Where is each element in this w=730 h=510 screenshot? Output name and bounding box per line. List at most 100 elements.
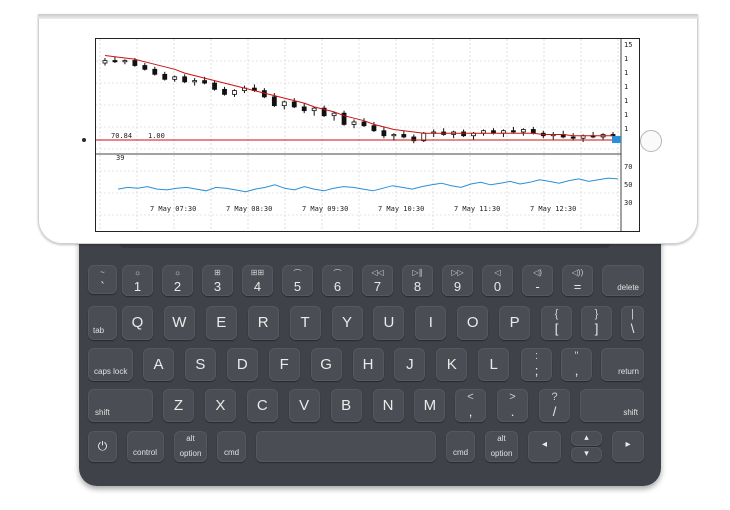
right-axis-label: 30 <box>624 199 632 207</box>
arrow-down-icon: ▾ <box>584 448 589 458</box>
key-q[interactable]: Q <box>122 306 153 340</box>
key-double-quote: " <box>574 350 579 362</box>
key-4[interactable]: ⊞⊞ 4 <box>242 265 273 296</box>
key-v[interactable]: V <box>288 389 320 422</box>
key-cmd-left[interactable]: cmd <box>217 431 246 462</box>
key-l[interactable]: L <box>478 348 510 381</box>
key-i[interactable]: I <box>415 306 447 340</box>
price-chart[interactable]: 70.84 1.00 39 15 1 1 1 1 1 1 70 50 30 7 May 07:30… <box>96 39 639 231</box>
key-bracket-open[interactable]: { [ <box>541 306 572 340</box>
key-0-main: 0 <box>493 279 502 294</box>
launchpad-icon: ⊞⊞ <box>250 268 265 277</box>
key-j[interactable]: J <box>394 348 426 381</box>
key-power[interactable]: ⏻ <box>88 431 117 462</box>
key-9[interactable]: ▷▷ 9 <box>442 265 473 296</box>
key-quote[interactable]: " , <box>561 348 592 381</box>
key-arrow-down[interactable]: ▾ <box>571 447 602 462</box>
key-d[interactable]: D <box>226 348 258 381</box>
key-x[interactable]: X <box>204 389 236 422</box>
key-greater-than: > <box>509 391 516 403</box>
keyboard-light-down-icon: ⌒ <box>293 269 302 278</box>
key-g[interactable]: G <box>310 348 342 381</box>
key-return[interactable]: return <box>601 348 644 381</box>
key-backtick-main: ` <box>100 279 105 294</box>
key-semicolon[interactable]: : ; <box>521 348 552 381</box>
key-b[interactable]: B <box>330 389 362 422</box>
key-space[interactable] <box>256 431 436 462</box>
x-axis-label: 7 May 07:30 <box>150 205 196 213</box>
key-h[interactable]: H <box>352 348 384 381</box>
key-shift-right[interactable]: shift <box>580 389 644 422</box>
key-tab[interactable]: tab <box>88 306 117 340</box>
key-option-right[interactable]: alt option <box>485 431 518 462</box>
key-f-label: F <box>279 355 289 373</box>
key-comma[interactable]: < , <box>455 389 486 422</box>
key-7[interactable]: ◁◁ 7 <box>362 265 393 296</box>
key-z[interactable]: Z <box>163 389 194 422</box>
key-backtick[interactable]: ~ ` <box>88 265 117 294</box>
chart-grid <box>96 39 621 231</box>
key-minus-main: - <box>535 279 540 294</box>
key-a[interactable]: A <box>143 348 174 381</box>
key-6[interactable]: ⌒ 6 <box>322 265 353 296</box>
key-s[interactable]: S <box>184 348 216 381</box>
key-3-main: 3 <box>213 279 222 294</box>
key-p[interactable]: P <box>499 306 531 340</box>
key-1[interactable]: ☼ 1 <box>122 265 153 296</box>
key-c-label: C <box>256 396 268 414</box>
key-bracket-close[interactable]: } ] <box>581 306 612 340</box>
key-less-than: < <box>467 391 474 403</box>
key-arrow-up[interactable]: ▴ <box>571 431 602 446</box>
key-option-left[interactable]: alt option <box>174 431 207 462</box>
key-shift-left[interactable]: shift <box>88 389 153 422</box>
key-minus[interactable]: ◁) - <box>522 265 553 296</box>
key-cmd-right[interactable]: cmd <box>446 431 475 462</box>
key-5[interactable]: ⌒ 5 <box>282 265 313 296</box>
key-k[interactable]: K <box>436 348 468 381</box>
key-h-label: H <box>362 355 374 373</box>
key-f[interactable]: F <box>268 348 300 381</box>
key-t-label: T <box>300 314 310 331</box>
key-r[interactable]: R <box>247 306 279 340</box>
candle <box>202 80 207 84</box>
key-slash-main: / <box>552 404 557 419</box>
key-4-main: 4 <box>253 279 262 294</box>
key-8[interactable]: ▷∥ 8 <box>402 265 433 296</box>
key-0[interactable]: ◁ 0 <box>482 265 513 296</box>
key-2[interactable]: ☼ 2 <box>162 265 193 296</box>
key-u[interactable]: U <box>373 306 405 340</box>
candle <box>361 121 367 127</box>
candle <box>291 101 297 108</box>
key-o-label: O <box>466 314 479 331</box>
key-delete[interactable]: delete <box>602 265 644 296</box>
mission-control-icon: ⊞ <box>214 268 221 277</box>
candle <box>281 101 287 107</box>
candle <box>102 60 108 64</box>
key-e[interactable]: E <box>205 306 237 340</box>
key-w[interactable]: W <box>163 306 195 340</box>
key-control-label: control <box>133 448 158 457</box>
key-caps-lock[interactable]: caps lock <box>88 348 133 381</box>
key-n[interactable]: N <box>372 389 404 422</box>
key-c[interactable]: C <box>246 389 278 422</box>
key-y[interactable]: Y <box>331 306 363 340</box>
key-equals[interactable]: ◁)) = <box>562 265 593 296</box>
key-caps-lock-label: caps lock <box>94 367 128 376</box>
key-backslash[interactable]: | \ <box>621 306 644 340</box>
key-colon: : <box>534 350 539 362</box>
key-arrow-right[interactable]: ▸ <box>612 431 644 462</box>
key-u-label: U <box>383 314 395 331</box>
key-semicolon-main: ; <box>534 363 539 378</box>
moving-average-line <box>104 55 613 137</box>
key-slash[interactable]: ? / <box>539 389 570 422</box>
key-period[interactable]: > . <box>497 389 528 422</box>
key-control[interactable]: control <box>127 431 164 462</box>
candle <box>112 60 118 63</box>
key-3[interactable]: ⊞ 3 <box>202 265 233 296</box>
key-o[interactable]: O <box>457 306 489 340</box>
home-button[interactable] <box>640 130 662 152</box>
key-t[interactable]: T <box>289 306 321 340</box>
key-arrow-left[interactable]: ◂ <box>528 431 561 462</box>
candle <box>530 129 536 134</box>
key-m[interactable]: M <box>414 389 446 422</box>
